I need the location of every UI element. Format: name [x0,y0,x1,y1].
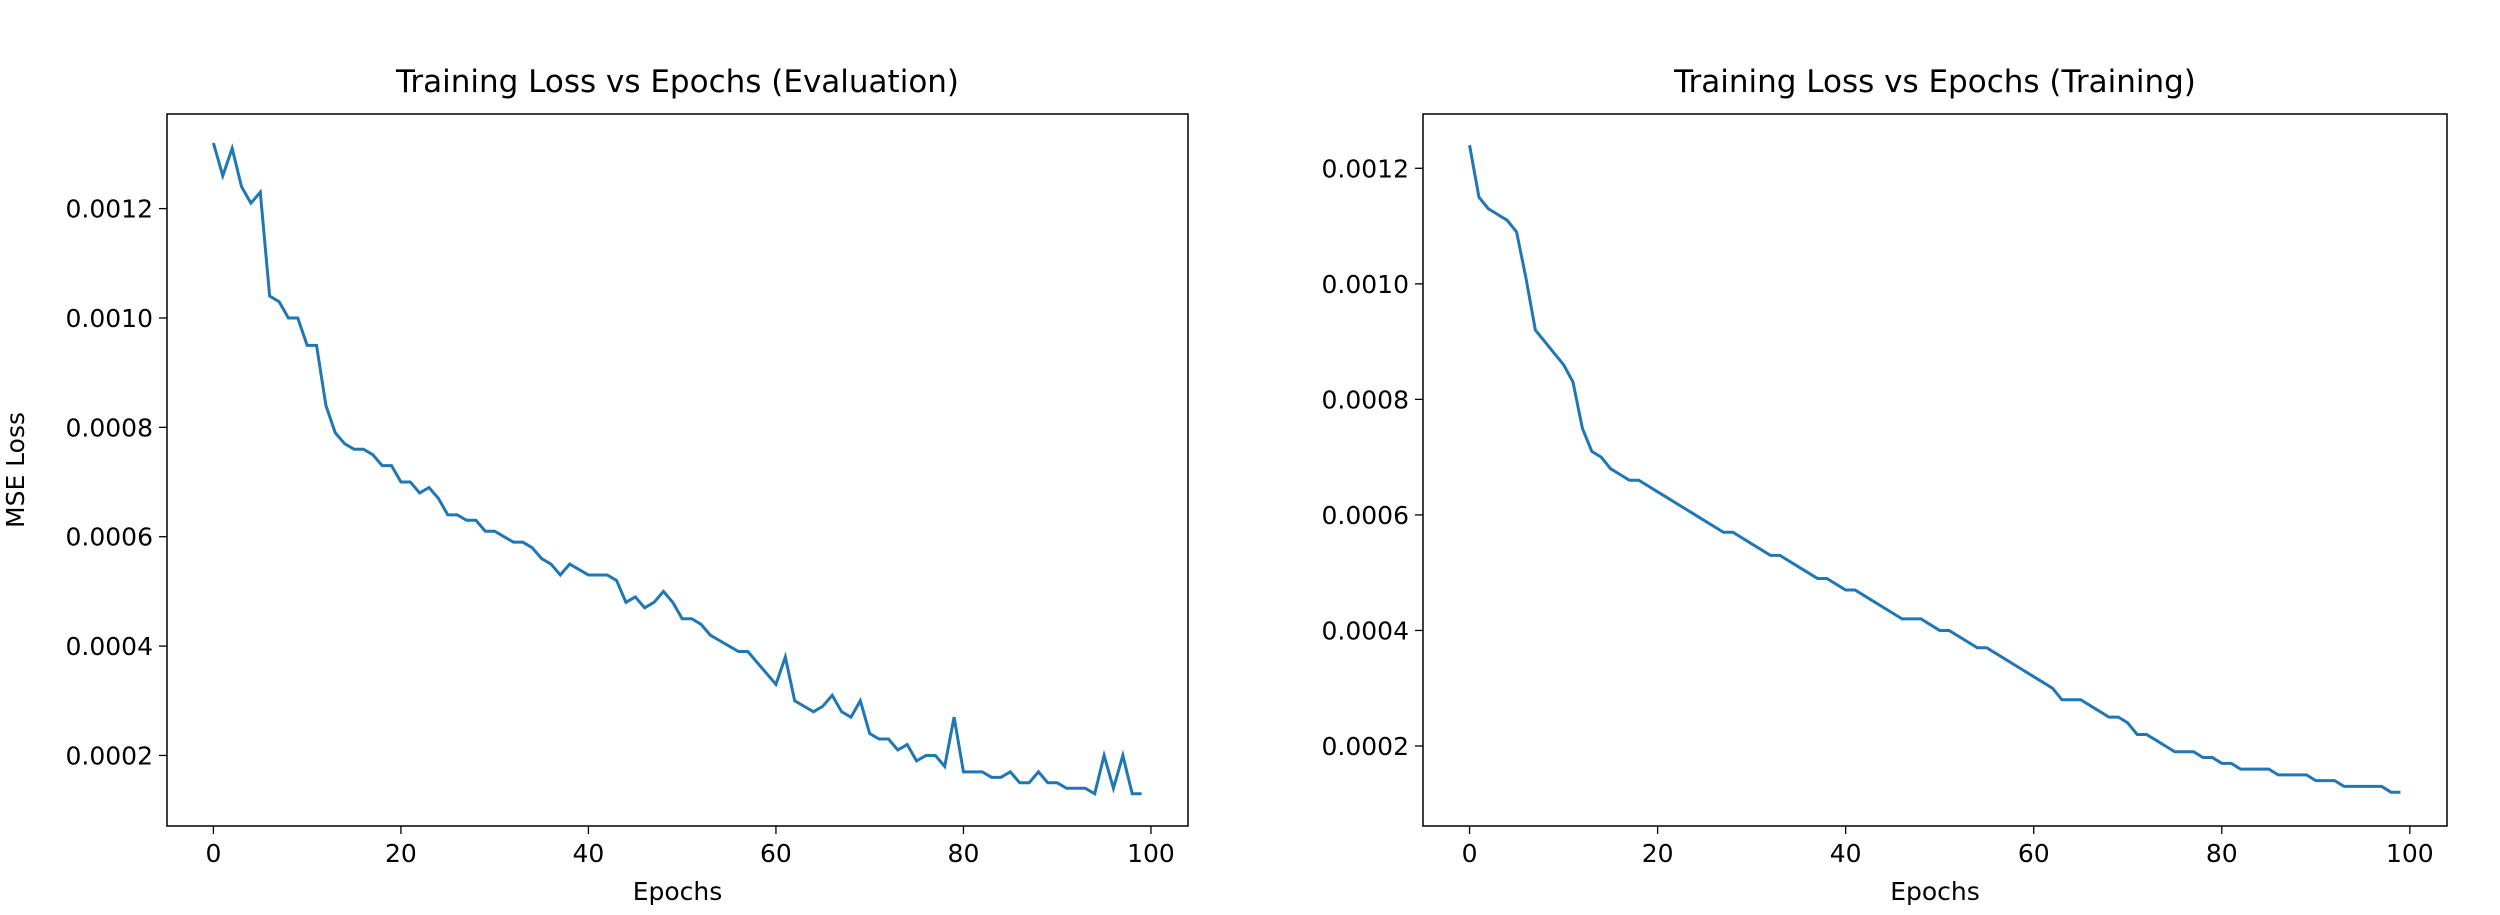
y-tick-label: 0.0012 [66,195,153,224]
y-tick-labels: 0.0002 0.0004 0.0006 0.0008 0.0010 0.0012 [66,195,153,771]
y-tick-label: 0.0004 [1322,616,1409,645]
x-tick-label: 20 [385,839,417,868]
chart-title: Training Loss vs Epochs (Evaluation) [395,64,959,100]
y-tick-label: 0.0012 [1322,154,1409,183]
y-tick-label: 0.0002 [66,741,153,770]
x-tick-label: 0 [205,839,221,868]
x-axis-label: Epochs [633,877,723,906]
x-tick-label: 40 [1830,839,1862,868]
x-tick-label: 40 [573,839,605,868]
x-tick-label: 80 [2206,839,2238,868]
chart-title: Training Loss vs Epochs (Training) [1673,64,2196,100]
y-tick-label: 0.0008 [1322,385,1409,414]
x-tick-label: 20 [1642,839,1674,868]
y-tick-label: 0.0006 [66,523,153,552]
x-tick-label: 60 [2018,839,2050,868]
y-tick-label: 0.0008 [66,413,153,442]
y-tick-label: 0.0010 [66,304,153,333]
plot-frame [1422,113,2448,827]
plot-frame [166,113,1189,827]
y-tick-label: 0.0006 [1322,501,1409,530]
x-axis-label: Epochs [1890,877,1980,906]
x-tick-label: 100 [2386,839,2434,868]
x-tick-label: 0 [1462,839,1478,868]
y-axis-label: MSE Loss [1,412,30,528]
y-tick-label: 0.0010 [1322,270,1409,299]
line [211,142,1142,797]
x-tick-label: 80 [948,839,980,868]
chart: Training Loss vs Epochs (Evaluation) 0 20 4… [1,64,1189,906]
y-tick-label: 0.0002 [1322,732,1409,761]
line [1468,144,2401,794]
y-tick-label: 0.0004 [66,632,153,661]
x-tick-label: 100 [1127,839,1175,868]
chart: Training Loss vs Epochs (Training) 0 20 40 6… [1322,64,2448,906]
x-tick-label: 60 [760,839,792,868]
y-tick-labels: 0.0002 0.0004 0.0006 0.0008 0.0010 0.0012 [1322,154,1409,761]
